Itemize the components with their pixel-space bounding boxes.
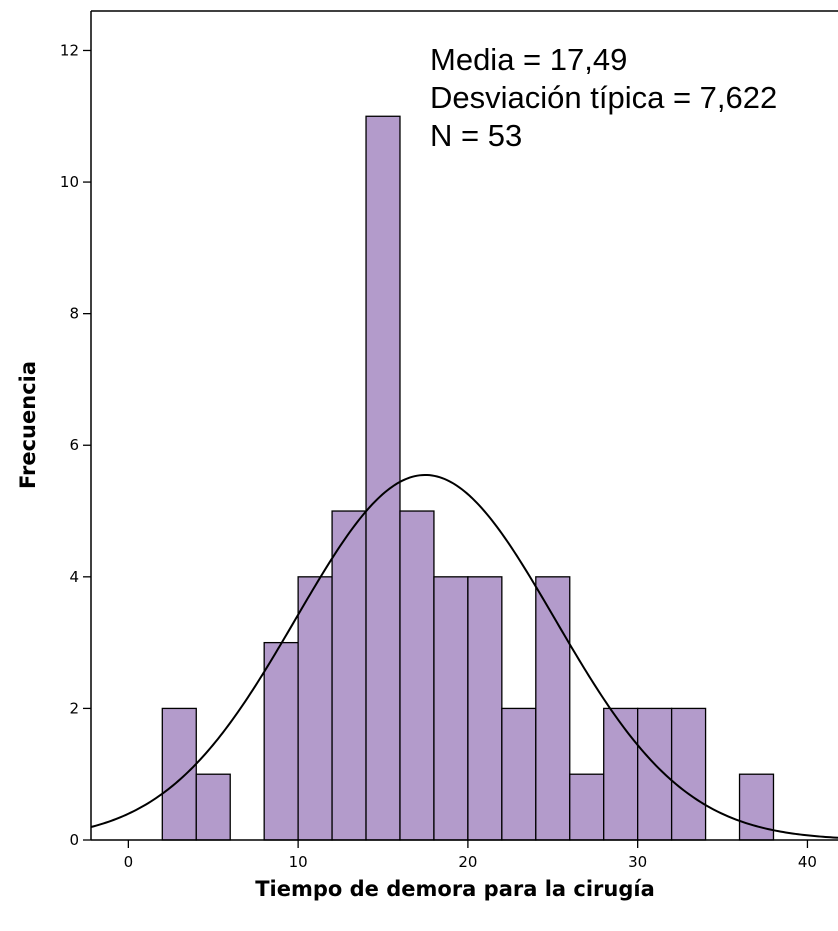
- histogram-bar: [603, 707, 639, 841]
- y-tick-label: 10: [60, 173, 79, 191]
- y-tick-label: 2: [69, 699, 79, 717]
- y-tick-label: 0: [69, 831, 79, 849]
- bars-group: [161, 115, 775, 841]
- histogram-bar: [670, 707, 707, 841]
- histogram-bar: [535, 576, 571, 841]
- normal-curve: [90, 473, 838, 839]
- histogram-bar: [467, 576, 503, 841]
- x-ticks-group: 0 10 20 30 40: [124, 840, 817, 871]
- x-tick-label: 20: [458, 853, 477, 871]
- histogram-bar: [365, 115, 401, 841]
- histogram-bar: [297, 576, 333, 841]
- histogram-bar: [263, 641, 299, 841]
- x-tick-label: 10: [289, 853, 308, 871]
- y-ticks-group: 0 2 4 6 8 10 12: [60, 41, 91, 849]
- y-tick-label: 8: [69, 305, 79, 323]
- stats-line-mean: Media = 17,49: [430, 42, 627, 77]
- axes-group: [90, 10, 838, 841]
- y-tick-label: 6: [69, 436, 79, 454]
- histogram-bar: [501, 707, 537, 841]
- stats-line-sd: Desviación típica = 7,622: [430, 80, 777, 115]
- histogram-bar: [161, 707, 197, 841]
- x-tick-label: 0: [124, 853, 134, 871]
- histogram-bar: [433, 576, 469, 841]
- histogram-bar: [569, 773, 605, 841]
- histogram-bar: [195, 773, 231, 841]
- x-tick-label: 30: [628, 853, 647, 871]
- histogram-bar: [331, 510, 367, 841]
- y-tick-label: 12: [60, 41, 79, 59]
- histogram-bar: [399, 510, 435, 841]
- y-axis-title: Frecuencia: [16, 361, 40, 489]
- stats-line-n: N = 53: [430, 118, 522, 153]
- y-tick-label: 4: [69, 568, 79, 586]
- x-tick-label: 40: [798, 853, 817, 871]
- x-axis-title: Tiempo de demora para la cirugía: [255, 877, 655, 901]
- histogram-bar: [637, 707, 673, 841]
